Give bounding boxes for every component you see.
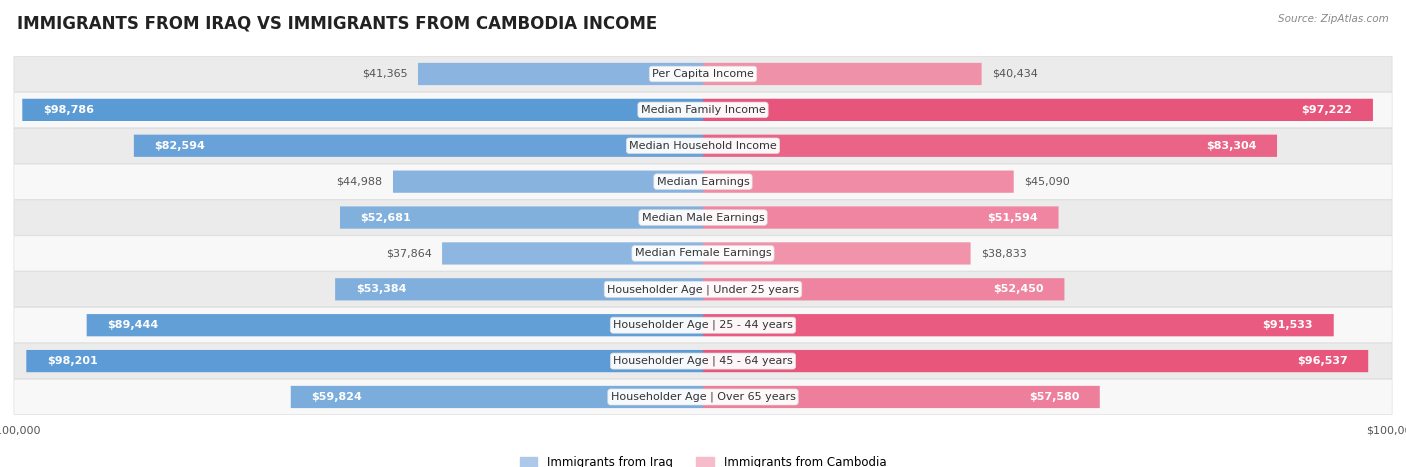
FancyBboxPatch shape (703, 99, 1372, 121)
FancyBboxPatch shape (703, 63, 981, 85)
FancyBboxPatch shape (14, 57, 1392, 92)
FancyBboxPatch shape (14, 236, 1392, 271)
FancyBboxPatch shape (703, 386, 1099, 408)
Text: $89,444: $89,444 (107, 320, 159, 330)
FancyBboxPatch shape (703, 278, 1064, 300)
Text: $51,594: $51,594 (987, 212, 1038, 223)
FancyBboxPatch shape (14, 92, 1392, 127)
Text: $38,833: $38,833 (981, 248, 1026, 258)
Text: Median Earnings: Median Earnings (657, 177, 749, 187)
Text: $59,824: $59,824 (312, 392, 363, 402)
Text: Source: ZipAtlas.com: Source: ZipAtlas.com (1278, 14, 1389, 24)
FancyBboxPatch shape (703, 206, 1059, 229)
Text: Median Family Income: Median Family Income (641, 105, 765, 115)
FancyBboxPatch shape (14, 272, 1392, 307)
Text: $53,384: $53,384 (356, 284, 406, 294)
Text: IMMIGRANTS FROM IRAQ VS IMMIGRANTS FROM CAMBODIA INCOME: IMMIGRANTS FROM IRAQ VS IMMIGRANTS FROM … (17, 14, 657, 32)
FancyBboxPatch shape (14, 344, 1392, 379)
Text: $40,434: $40,434 (993, 69, 1038, 79)
Text: $98,786: $98,786 (44, 105, 94, 115)
Text: Median Household Income: Median Household Income (628, 141, 778, 151)
FancyBboxPatch shape (14, 379, 1392, 415)
Text: $45,090: $45,090 (1024, 177, 1070, 187)
FancyBboxPatch shape (14, 200, 1392, 235)
Text: $37,864: $37,864 (385, 248, 432, 258)
Text: Median Male Earnings: Median Male Earnings (641, 212, 765, 223)
FancyBboxPatch shape (703, 170, 1014, 193)
FancyBboxPatch shape (340, 206, 703, 229)
FancyBboxPatch shape (22, 99, 703, 121)
FancyBboxPatch shape (703, 350, 1368, 372)
FancyBboxPatch shape (14, 308, 1392, 343)
FancyBboxPatch shape (394, 170, 703, 193)
Text: $57,580: $57,580 (1029, 392, 1078, 402)
Text: Per Capita Income: Per Capita Income (652, 69, 754, 79)
FancyBboxPatch shape (134, 134, 703, 157)
Text: $96,537: $96,537 (1296, 356, 1347, 366)
FancyBboxPatch shape (703, 314, 1334, 336)
FancyBboxPatch shape (703, 134, 1277, 157)
FancyBboxPatch shape (291, 386, 703, 408)
Text: $98,201: $98,201 (46, 356, 98, 366)
Text: $97,222: $97,222 (1302, 105, 1353, 115)
Text: Householder Age | Under 25 years: Householder Age | Under 25 years (607, 284, 799, 295)
FancyBboxPatch shape (418, 63, 703, 85)
Text: Median Female Earnings: Median Female Earnings (634, 248, 772, 258)
Text: Householder Age | 45 - 64 years: Householder Age | 45 - 64 years (613, 356, 793, 366)
FancyBboxPatch shape (27, 350, 703, 372)
FancyBboxPatch shape (335, 278, 703, 300)
FancyBboxPatch shape (14, 164, 1392, 199)
Text: $52,450: $52,450 (993, 284, 1043, 294)
Text: $91,533: $91,533 (1263, 320, 1313, 330)
FancyBboxPatch shape (14, 128, 1392, 163)
FancyBboxPatch shape (441, 242, 703, 264)
Text: $83,304: $83,304 (1206, 141, 1257, 151)
Text: $44,988: $44,988 (336, 177, 382, 187)
Text: $41,365: $41,365 (361, 69, 408, 79)
Text: $52,681: $52,681 (361, 212, 412, 223)
Text: Householder Age | Over 65 years: Householder Age | Over 65 years (610, 392, 796, 402)
Text: $82,594: $82,594 (155, 141, 205, 151)
FancyBboxPatch shape (703, 242, 970, 264)
Legend: Immigrants from Iraq, Immigrants from Cambodia: Immigrants from Iraq, Immigrants from Ca… (520, 456, 886, 467)
Text: Householder Age | 25 - 44 years: Householder Age | 25 - 44 years (613, 320, 793, 331)
FancyBboxPatch shape (87, 314, 703, 336)
